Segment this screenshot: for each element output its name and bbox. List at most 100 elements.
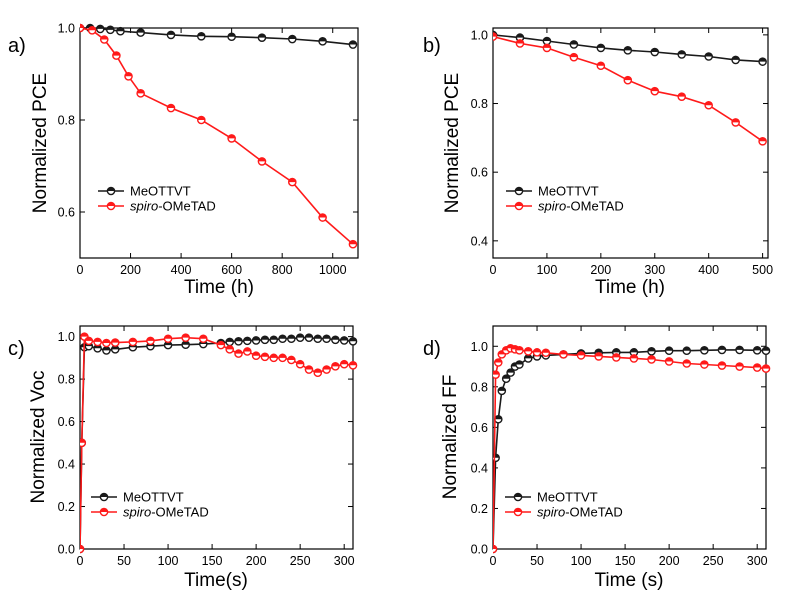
data-point-fill-meottvt [116,27,125,32]
y-axis-title: Normalized FF [440,375,461,500]
data-point-fill-spiro [651,87,659,92]
data-point-fill-spiro [146,337,155,341]
x-tick-label: 0 [490,554,497,568]
y-tick-label: 0.0 [471,543,488,557]
x-tick-label: 100 [571,554,592,568]
data-point-fill-spiro [80,333,89,337]
data-point-fill-meottvt [735,346,744,350]
y-tick-label: 0.6 [58,206,75,220]
data-point-fill-spiro [630,354,638,359]
data-point-fill-spiro [137,89,145,94]
data-point-fill-spiro [678,93,686,97]
data-point-fill-meottvt [595,349,603,353]
y-tick-label: 1.0 [58,22,75,36]
data-point-fill-spiro [112,51,120,56]
data-point-fill-meottvt [331,336,339,340]
panel-1: a) 0 200 400 600 800 1000 0.6 0.8 1.0 Time (h) Norm… [8,22,359,298]
data-point-fill-meottvt [524,354,532,359]
data-point-fill-spiro [577,351,585,356]
x-tick-label: 0 [77,554,84,568]
data-point-fill-meottvt [647,347,656,352]
data-point-fill-meottvt [597,44,605,48]
data-point-fill-meottvt [678,50,686,55]
data-point-fill-meottvt [732,56,740,60]
series-line-spiro [80,334,354,550]
x-tick-label: 500 [752,263,773,277]
data-point-fill-spiro [164,335,172,339]
x-tick-label: 250 [290,554,311,568]
data-point-fill-spiro [753,363,761,368]
x-tick-label: 400 [698,263,719,277]
y-tick-label: 0.4 [58,458,75,472]
x-tick-label: 1000 [319,263,347,277]
data-point-fill-meottvt [700,346,708,351]
data-point-fill-spiro [199,335,207,339]
data-point-fill-spiro [683,359,691,364]
plot-frame [79,27,359,259]
data-point-fill-meottvt [665,347,673,351]
data-point-fill-spiro [340,360,348,365]
y-tick-label: 0.0 [58,543,75,557]
data-point-fill-spiro [322,365,331,370]
data-point-fill-spiro [252,352,260,356]
x-axis-title: Time (h) [595,277,665,298]
y-tick-label: 0.6 [471,421,488,435]
data-point-fill-spiro [100,35,108,40]
data-point-fill-meottvt [543,37,551,42]
x-tick-label: 300 [644,263,665,277]
data-point-fill-spiro [493,545,497,549]
x-tick-label: 250 [703,554,724,568]
y-tick-label: 0.4 [471,461,488,475]
data-point-fill-spiro [226,345,234,350]
y-axis-title: Normalized PCE [442,73,463,213]
y-axis-title: Normalized PCE [30,73,51,213]
data-point-fill-spiro [305,365,313,370]
data-point-fill-meottvt [314,335,322,339]
legend-marker-fill-spiro [107,202,115,206]
series-line-spiro [493,347,767,550]
data-point-fill-meottvt [322,335,331,339]
x-tick-label: 200 [659,554,680,568]
data-point-fill-spiro [278,354,287,358]
data-point-fill-meottvt [228,33,236,37]
data-point-fill-meottvt [261,336,269,340]
data-point-fill-spiro [94,338,102,342]
data-point-fill-meottvt [349,40,357,45]
data-point-fill-spiro [624,76,632,81]
series-spiro [493,343,771,554]
x-axis-title: Time (h) [184,277,254,298]
legend-label-meottvt: MeOTTVT [538,184,599,199]
data-point-fill-meottvt [759,58,767,62]
data-point-fill-meottvt [102,346,111,351]
x-tick-label: 50 [117,554,131,568]
data-point-fill-meottvt [705,52,713,57]
data-point-fill-meottvt [515,360,524,365]
data-point-fill-spiro [288,178,296,183]
legend-label-meottvt: MeOTTVT [130,184,191,199]
data-point-fill-spiro [80,439,86,443]
data-point-fill-meottvt [111,345,119,350]
x-tick-label: 200 [590,263,611,277]
data-point-fill-meottvt [96,25,104,29]
legend-marker-fill-spiro [515,202,523,206]
data-point-fill-spiro [493,371,500,375]
data-point-fill-meottvt [762,347,770,351]
x-tick-label: 100 [158,554,179,568]
series-line-meottvt [493,349,767,550]
legend-label-meottvt: MeOTTVT [123,490,184,505]
data-point-fill-meottvt [753,346,761,351]
data-point-fill-spiro [80,545,84,549]
series-meottvt [80,333,358,554]
data-point-fill-spiro [349,361,357,366]
data-point-fill-spiro [647,355,656,360]
data-point-fill-meottvt [296,334,304,338]
series-spiro [80,332,358,554]
data-point-fill-meottvt [570,40,578,45]
plot-frame [492,27,769,259]
legend-marker-fill-spiro [100,508,108,512]
legend-label-spiro: spiro-OMeTAD [123,505,209,520]
series-spiro [80,23,358,249]
data-point-fill-meottvt [258,34,266,38]
data-point-fill-meottvt [270,336,278,340]
